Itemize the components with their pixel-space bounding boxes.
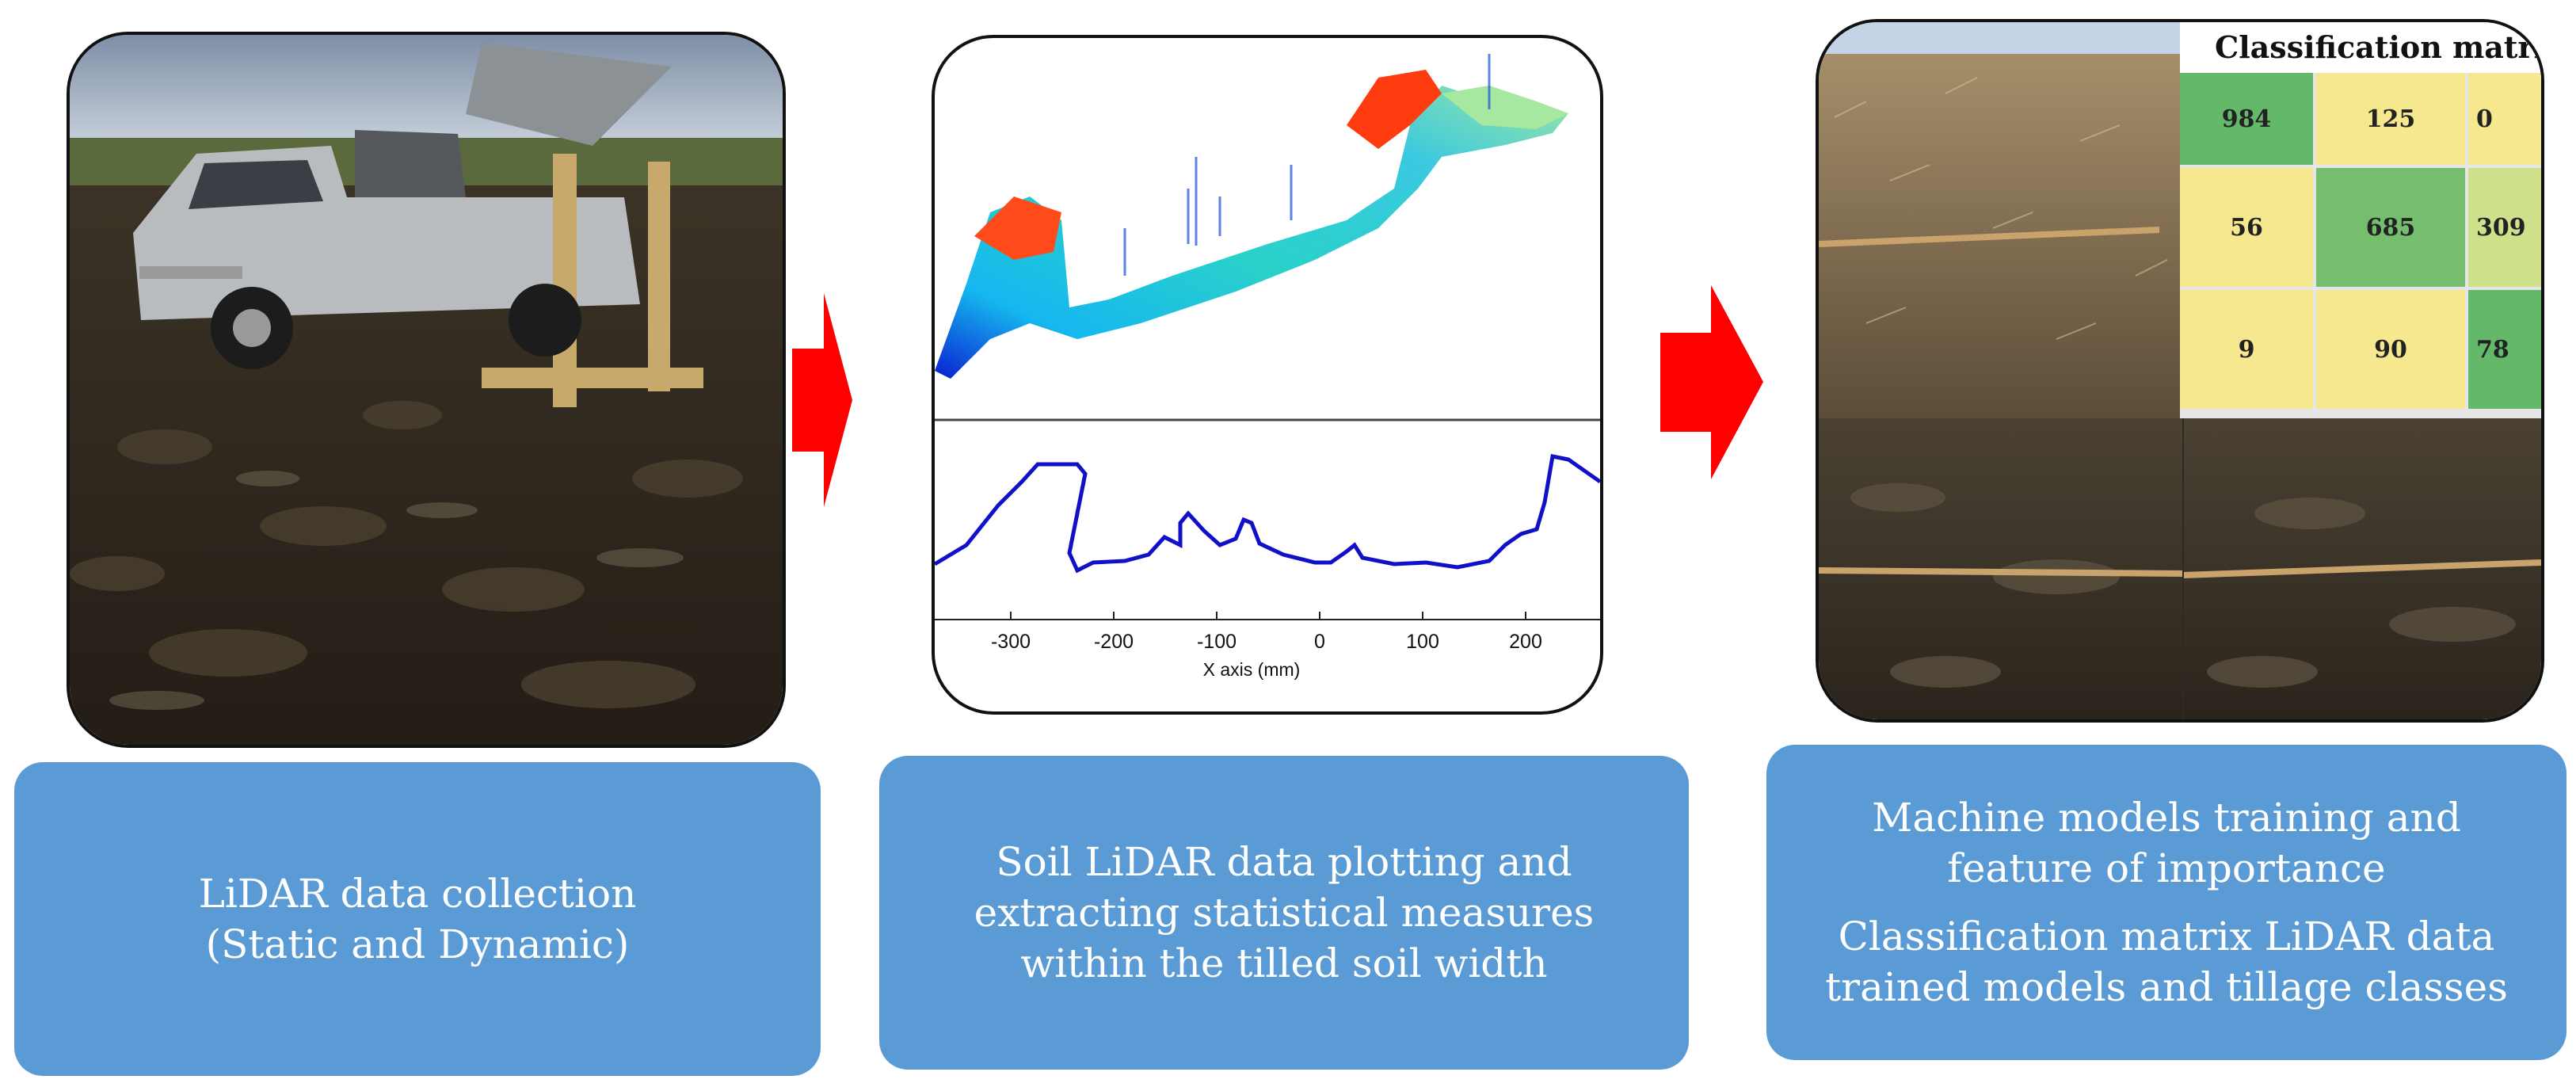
lidar-plots: -300 -200 -100 0 100 200 X axis (mm) — [935, 54, 1600, 680]
arrow-right-icon — [792, 293, 852, 507]
label-line: Machine models training and — [1872, 795, 2461, 841]
surface-3d-plot — [935, 54, 1568, 379]
x-tick-label: 0 — [1314, 631, 1325, 653]
label-line: feature of importance — [1947, 845, 2386, 891]
x-tick-label: -300 — [991, 631, 1031, 653]
label-line: trained models and tillage classes — [1825, 964, 2508, 1010]
label-line: (Static and Dynamic) — [205, 921, 630, 967]
x-axis: -300 -200 -100 0 100 200 X axis (mm) — [935, 612, 1600, 680]
x-tick-label: -200 — [1094, 631, 1134, 653]
matrix-cell: 685 — [2316, 168, 2465, 287]
step-label-plotting: Soil LiDAR data plotting and extracting … — [879, 756, 1689, 1070]
lidar-collection-photo — [67, 32, 786, 748]
classification-panel: Classification matric 984 125 0 56 685 309 9 90… — [1816, 19, 2544, 723]
x-tick-label: -100 — [1197, 631, 1237, 653]
matrix-cell: 56 — [2180, 168, 2313, 287]
label-line: within the tilled soil width — [1020, 940, 1548, 986]
label-line: Classification matrix LiDAR data — [1838, 913, 2495, 959]
step-label-training: Machine models training and feature of i… — [1766, 745, 2566, 1060]
label-line: Soil LiDAR data plotting and — [996, 839, 1572, 885]
matrix-cell: 984 — [2180, 73, 2313, 165]
x-axis-label: X axis (mm) — [1203, 659, 1301, 680]
matrix-title: Classification matric — [2180, 22, 2541, 73]
x-tick-label: 200 — [1509, 631, 1542, 653]
matrix-cell: 9 — [2180, 290, 2313, 409]
label-line: extracting statistical measures — [974, 890, 1595, 936]
classification-matrix: Classification matric 984 125 0 56 685 309 9 90… — [2180, 22, 2541, 418]
x-tick-label: 100 — [1406, 631, 1439, 653]
matrix-cell: 90 — [2316, 290, 2465, 409]
matrix-cell: 78 — [2468, 290, 2541, 409]
truck-field-image — [70, 35, 783, 745]
matrix-cell: 0 — [2468, 73, 2541, 165]
profile-line-plot — [935, 454, 1600, 574]
tillage-photos — [1819, 22, 2541, 719]
matrix-grid: 984 125 0 56 685 309 9 90 78 — [2180, 73, 2541, 418]
arrow-right-icon — [1660, 285, 1763, 479]
lidar-plot-panel: -300 -200 -100 0 100 200 X axis (mm) — [932, 35, 1603, 715]
matrix-cell: 125 — [2316, 73, 2465, 165]
label-line: LiDAR data collection — [198, 871, 637, 917]
matrix-cell: 309 — [2468, 168, 2541, 287]
step-label-collection: LiDAR data collection (Static and Dynami… — [14, 762, 821, 1076]
